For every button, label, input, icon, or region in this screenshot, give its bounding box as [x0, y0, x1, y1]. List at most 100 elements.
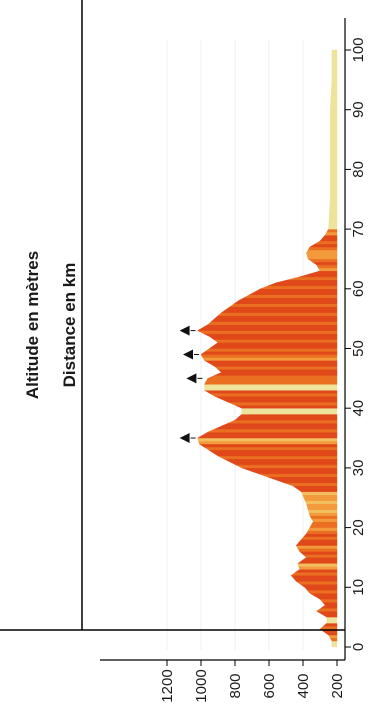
profile-slice — [298, 539, 338, 543]
profile-slice — [241, 467, 338, 472]
profile-slice — [311, 518, 338, 522]
profile-slice — [306, 252, 338, 257]
profile-slice — [203, 360, 338, 364]
profile-slice — [306, 590, 338, 594]
profile-slice — [214, 396, 338, 400]
profile-slice — [237, 413, 338, 418]
profile-area — [196, 49, 338, 648]
profile-slice — [207, 321, 338, 325]
altitude-tick-label: 400 — [295, 673, 312, 698]
profile-slice — [200, 354, 338, 358]
summit-marker — [179, 325, 190, 336]
distance-tick-label: 20 — [350, 519, 367, 536]
profile-slice — [295, 542, 338, 546]
distance-axis: 0 10 20 30 40 50 60 70 80 90 100 — [345, 37, 367, 651]
profile-slice — [330, 196, 338, 200]
summit-marker — [179, 433, 190, 444]
profile-slice — [328, 216, 338, 221]
profile-slice — [331, 73, 338, 78]
profile-slice — [330, 118, 338, 122]
chart-title: Altitude en mètres — [23, 251, 42, 399]
profile-slice — [293, 578, 338, 582]
profile-slice — [213, 342, 338, 346]
distance-tick-label: 90 — [350, 101, 367, 118]
distance-tick-label: 80 — [350, 161, 367, 178]
profile-slice — [331, 643, 338, 648]
profile-slice — [303, 533, 338, 537]
profile-slice — [330, 127, 338, 131]
altitude-tick-label: 800 — [227, 673, 244, 698]
profile-slice — [220, 309, 338, 313]
profile-slice — [331, 64, 338, 69]
profile-slice — [328, 634, 338, 639]
profile-slice — [241, 410, 338, 415]
profile-slice — [204, 348, 338, 352]
distance-tick-label: 30 — [350, 460, 367, 477]
profile-slice — [217, 369, 338, 373]
profile-slice — [331, 58, 338, 63]
profile-slice — [297, 563, 338, 567]
profile-slice — [330, 97, 338, 101]
profile-slice — [303, 497, 338, 501]
profile-slice — [260, 285, 338, 289]
profile-slice — [268, 282, 338, 287]
profile-slice — [330, 160, 338, 164]
profile-slice — [204, 384, 338, 388]
profile-slice — [201, 431, 338, 436]
profile-slice — [330, 133, 338, 137]
profile-slice — [299, 551, 338, 555]
profile-slice — [205, 378, 338, 382]
chart-subtitle: Distance en km — [60, 263, 79, 388]
profile-slice — [302, 494, 338, 498]
profile-slice — [329, 205, 338, 209]
profile-slice — [241, 408, 338, 412]
profile-slice — [200, 351, 338, 355]
profile-slice — [317, 267, 338, 272]
profile-slice — [234, 405, 338, 409]
profile-slice — [208, 345, 338, 349]
profile-slice — [228, 402, 338, 406]
altitude-tick-label: 200 — [329, 673, 346, 698]
profile-slice — [221, 399, 338, 403]
profile-slice — [203, 333, 338, 337]
profile-slice — [330, 163, 338, 167]
profile-slice — [234, 416, 338, 421]
profile-slice — [214, 372, 338, 376]
profile-slice — [306, 503, 338, 507]
profile-slice — [304, 500, 338, 504]
profile-slice — [326, 619, 338, 624]
profile-slice — [307, 509, 338, 513]
profile-slice — [210, 318, 338, 322]
profile-slice — [301, 557, 338, 561]
profile-slice — [297, 560, 338, 564]
profile-slice — [329, 210, 338, 215]
profile-slice — [217, 312, 338, 316]
profile-slice — [328, 213, 338, 218]
profile-slice — [217, 455, 338, 460]
profile-slice — [308, 512, 338, 516]
profile-slice — [330, 121, 338, 125]
profile-slice — [229, 303, 338, 307]
summit-markers — [179, 325, 203, 444]
distance-tick-label: 70 — [350, 221, 367, 238]
profile-slice — [197, 437, 338, 442]
profile-slice — [331, 49, 338, 54]
profile-slice — [309, 524, 338, 528]
profile-slice — [298, 566, 338, 570]
profile-slice — [307, 246, 338, 251]
distance-tick-label: 100 — [350, 37, 367, 62]
profile-slice — [300, 536, 338, 540]
profile-slice — [328, 222, 338, 227]
profile-slice — [300, 491, 338, 495]
profile-slice — [304, 587, 338, 591]
profile-slice — [331, 79, 338, 84]
profile-slice — [249, 291, 338, 295]
profile-slice — [214, 425, 338, 430]
profile-slice — [235, 464, 338, 469]
distance-tick-label: 10 — [350, 579, 367, 596]
profile-slice — [330, 154, 338, 158]
profile-slice — [326, 228, 338, 233]
profile-slice — [330, 169, 338, 173]
profile-slice — [275, 479, 338, 484]
